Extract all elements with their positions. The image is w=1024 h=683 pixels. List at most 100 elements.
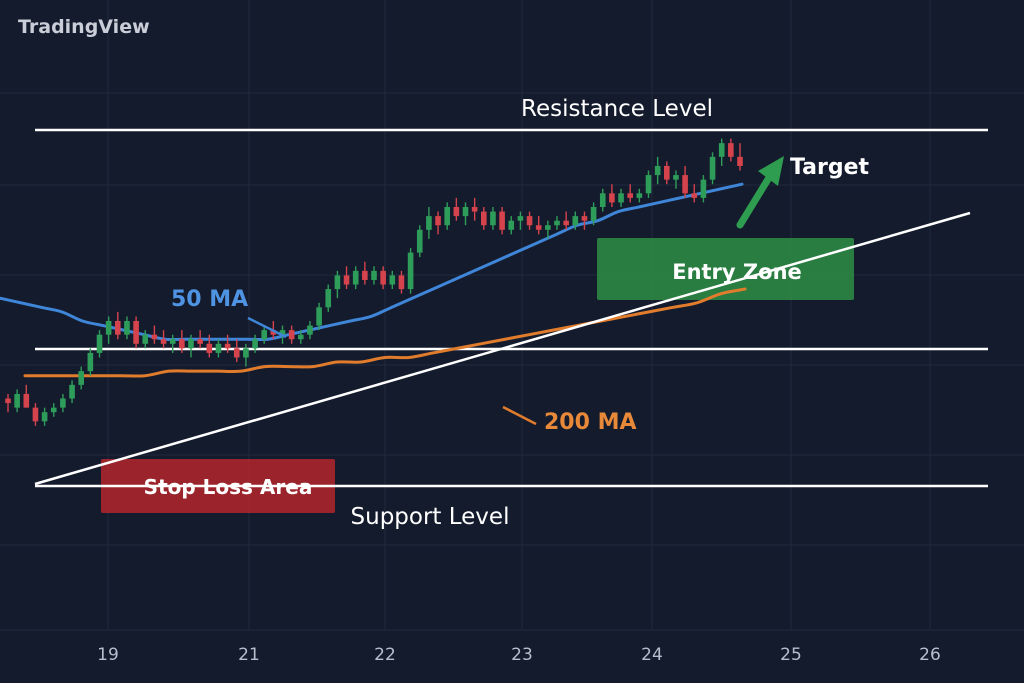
x-tick-label: 25 (780, 645, 802, 665)
candle (179, 330, 185, 353)
candle-body (453, 207, 460, 217)
candle (252, 334, 258, 353)
candle (709, 152, 716, 185)
candle (517, 211, 524, 230)
candle (298, 330, 304, 344)
candle (133, 316, 139, 349)
candle (526, 211, 533, 230)
candle (69, 380, 75, 404)
candle (508, 216, 515, 235)
candle-body (398, 275, 405, 290)
candle (124, 316, 130, 340)
candle (554, 216, 560, 230)
candle-body (572, 216, 579, 226)
x-tick-label: 19 (97, 645, 119, 665)
candle-body (691, 193, 698, 198)
candle (50, 403, 57, 417)
candle-body (481, 211, 487, 226)
entry-zone (597, 238, 854, 300)
candle (371, 266, 377, 285)
candle (499, 207, 505, 235)
candle-body (316, 307, 322, 326)
candle-body (471, 207, 478, 212)
candle-body (32, 407, 39, 422)
candle-body (737, 156, 743, 166)
trendline (34, 211, 971, 486)
ma200-pointer (502, 405, 537, 426)
candle-body (233, 348, 240, 358)
x-tick-label: 21 (238, 645, 260, 665)
resistance-label: Resistance Level (521, 96, 713, 122)
candle (682, 165, 688, 198)
candle-body (389, 275, 396, 285)
candle-body (554, 220, 560, 226)
candle (261, 325, 267, 344)
x-axis: 19 21 22 23 24 25 26 (97, 645, 941, 665)
candle-body (728, 143, 734, 157)
candle (343, 266, 350, 290)
candle (444, 202, 450, 230)
candle-body (105, 321, 112, 335)
candle (673, 170, 679, 189)
candle-body (416, 229, 423, 253)
candle (288, 325, 295, 344)
candle-body (407, 252, 414, 290)
candle (700, 175, 707, 203)
candle-body (380, 270, 386, 285)
candle-body (115, 321, 121, 335)
candle-body (718, 143, 725, 157)
candle-body (618, 193, 624, 203)
candle-body (206, 343, 213, 353)
candle-body (87, 352, 94, 372)
candle (105, 316, 112, 344)
candle (572, 211, 579, 230)
candle (389, 270, 396, 290)
candle-body (215, 343, 222, 353)
candle-body (581, 216, 588, 221)
ma200-label: 200 MA (544, 410, 637, 435)
candle-body (60, 398, 66, 408)
candle (599, 188, 606, 212)
x-tick-label: 22 (374, 645, 396, 665)
candle-body (197, 339, 203, 344)
candle-body (270, 330, 277, 335)
candle (307, 321, 313, 340)
candle (243, 343, 249, 367)
candle-body (709, 156, 716, 180)
candle-body (700, 179, 707, 198)
candle-body (160, 339, 167, 344)
candle (362, 261, 368, 285)
support-label: Support Level (351, 504, 510, 530)
ma50-label: 50 MA (171, 287, 248, 312)
ma50-pointer (247, 316, 287, 339)
candle (5, 393, 11, 413)
candle-body (508, 220, 515, 230)
candle-body (435, 216, 441, 226)
candle-body (636, 193, 643, 198)
candle-body (526, 216, 533, 226)
candle-body (645, 175, 652, 194)
candle (224, 334, 231, 353)
entry-zone-label: Entry Zone (672, 260, 802, 284)
x-tick-label: 26 (919, 645, 941, 665)
candle-body (563, 220, 569, 226)
candle-body (599, 193, 606, 207)
candle (151, 325, 158, 344)
candle-body (654, 165, 661, 176)
candle-body (151, 334, 158, 340)
candle-body (517, 216, 524, 221)
candle (188, 334, 194, 358)
candle (481, 207, 487, 230)
candle (435, 211, 441, 235)
candle (398, 270, 405, 294)
candles (5, 138, 743, 426)
candle (334, 270, 341, 299)
candle (426, 207, 432, 239)
candle-body (343, 275, 350, 285)
candle-body (261, 330, 267, 340)
candle-body (41, 412, 48, 422)
candle-body (279, 330, 286, 335)
